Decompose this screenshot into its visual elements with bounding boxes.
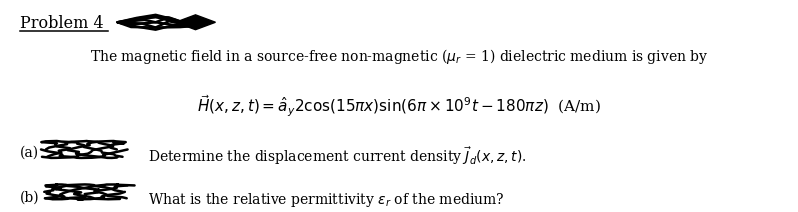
Text: The magnetic field in a source-free non-magnetic ($\mu_r$ = 1) dielectric medium: The magnetic field in a source-free non-…: [89, 47, 709, 66]
Text: Problem 4: Problem 4: [20, 15, 104, 32]
Text: (a): (a): [20, 145, 39, 159]
Text: $\vec{H}(x, z, t) = \hat{a}_y 2\mathrm{cos}(15\pi x)\mathrm{sin}(6\pi \times 10^: $\vec{H}(x, z, t) = \hat{a}_y 2\mathrm{c…: [197, 93, 601, 119]
Text: (b): (b): [20, 191, 40, 205]
Text: Determine the displacement current density $\vec{J}_d(x, z, t)$.: Determine the displacement current densi…: [148, 145, 526, 167]
Text: What is the relative permittivity $\epsilon_r$ of the medium?: What is the relative permittivity $\epsi…: [148, 191, 504, 209]
Polygon shape: [176, 15, 215, 30]
